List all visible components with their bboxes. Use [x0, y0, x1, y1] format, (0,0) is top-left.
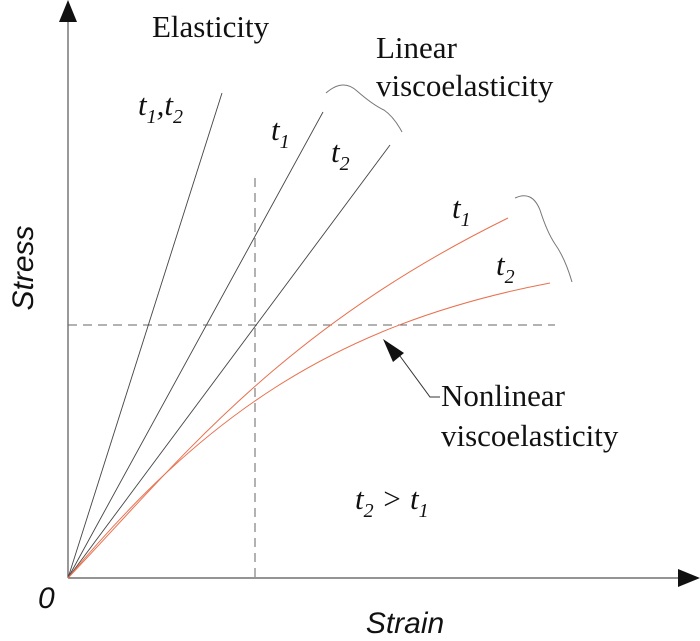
nonlinear-t1-base: t — [452, 190, 462, 225]
nonlinear-brace — [514, 195, 573, 283]
linear-line-t2 — [67, 144, 391, 579]
elastic-time-label: t1,t2 — [138, 87, 183, 128]
y-axis-label: Stress — [7, 225, 40, 310]
nonlinear-pointer-arrowhead — [383, 339, 404, 362]
elasticity-line — [67, 92, 223, 579]
linear-brace — [325, 84, 403, 133]
time-relation-label: t2 > t1 — [355, 481, 429, 522]
nonlinear-t2-sub: 2 — [505, 266, 515, 288]
linear-t1-base: t — [271, 112, 281, 147]
nonlinear-label-line2: viscoelasticity — [441, 418, 619, 453]
elastic-t1-base: t — [138, 87, 148, 122]
x-axis-arrowhead — [678, 569, 700, 587]
elasticity-label: Elasticity — [152, 9, 270, 44]
linear-t1-label: t1 — [271, 112, 290, 153]
nonlinear-pointer-line — [396, 351, 440, 398]
nonlinear-curve-t2 — [67, 282, 551, 579]
linear-label-line2: viscoelasticity — [376, 68, 554, 103]
relation-left-base: t — [355, 481, 365, 516]
linear-t1-sub: 1 — [280, 131, 290, 153]
y-axis-arrowhead — [59, 0, 77, 22]
relation-left-sub: 2 — [364, 500, 374, 522]
nonlinear-curve-t1 — [67, 217, 509, 579]
origin-label: 0 — [38, 582, 55, 615]
relation-right-base: t — [410, 481, 420, 516]
x-axis-label: Strain — [366, 607, 444, 640]
nonlinear-t2-base: t — [496, 247, 506, 282]
linear-t2-label: t2 — [331, 134, 350, 175]
linear-label-line1: Linear — [376, 30, 458, 65]
elastic-t2-sub: 2 — [173, 106, 183, 128]
linear-t2-sub: 2 — [340, 153, 350, 175]
nonlinear-label-line1: Nonlinear — [441, 378, 566, 413]
elastic-separator: , — [157, 87, 165, 122]
nonlinear-t1-sub: 1 — [461, 209, 471, 231]
linear-line-t1 — [67, 111, 324, 579]
nonlinear-t1-label: t1 — [452, 190, 471, 231]
relation-operator: > — [374, 481, 410, 516]
elastic-t1-sub: 1 — [147, 106, 157, 128]
nonlinear-t2-label: t2 — [496, 247, 515, 288]
elastic-t2-base: t — [164, 87, 174, 122]
linear-t2-base: t — [331, 134, 341, 169]
relation-right-sub: 1 — [419, 500, 429, 522]
